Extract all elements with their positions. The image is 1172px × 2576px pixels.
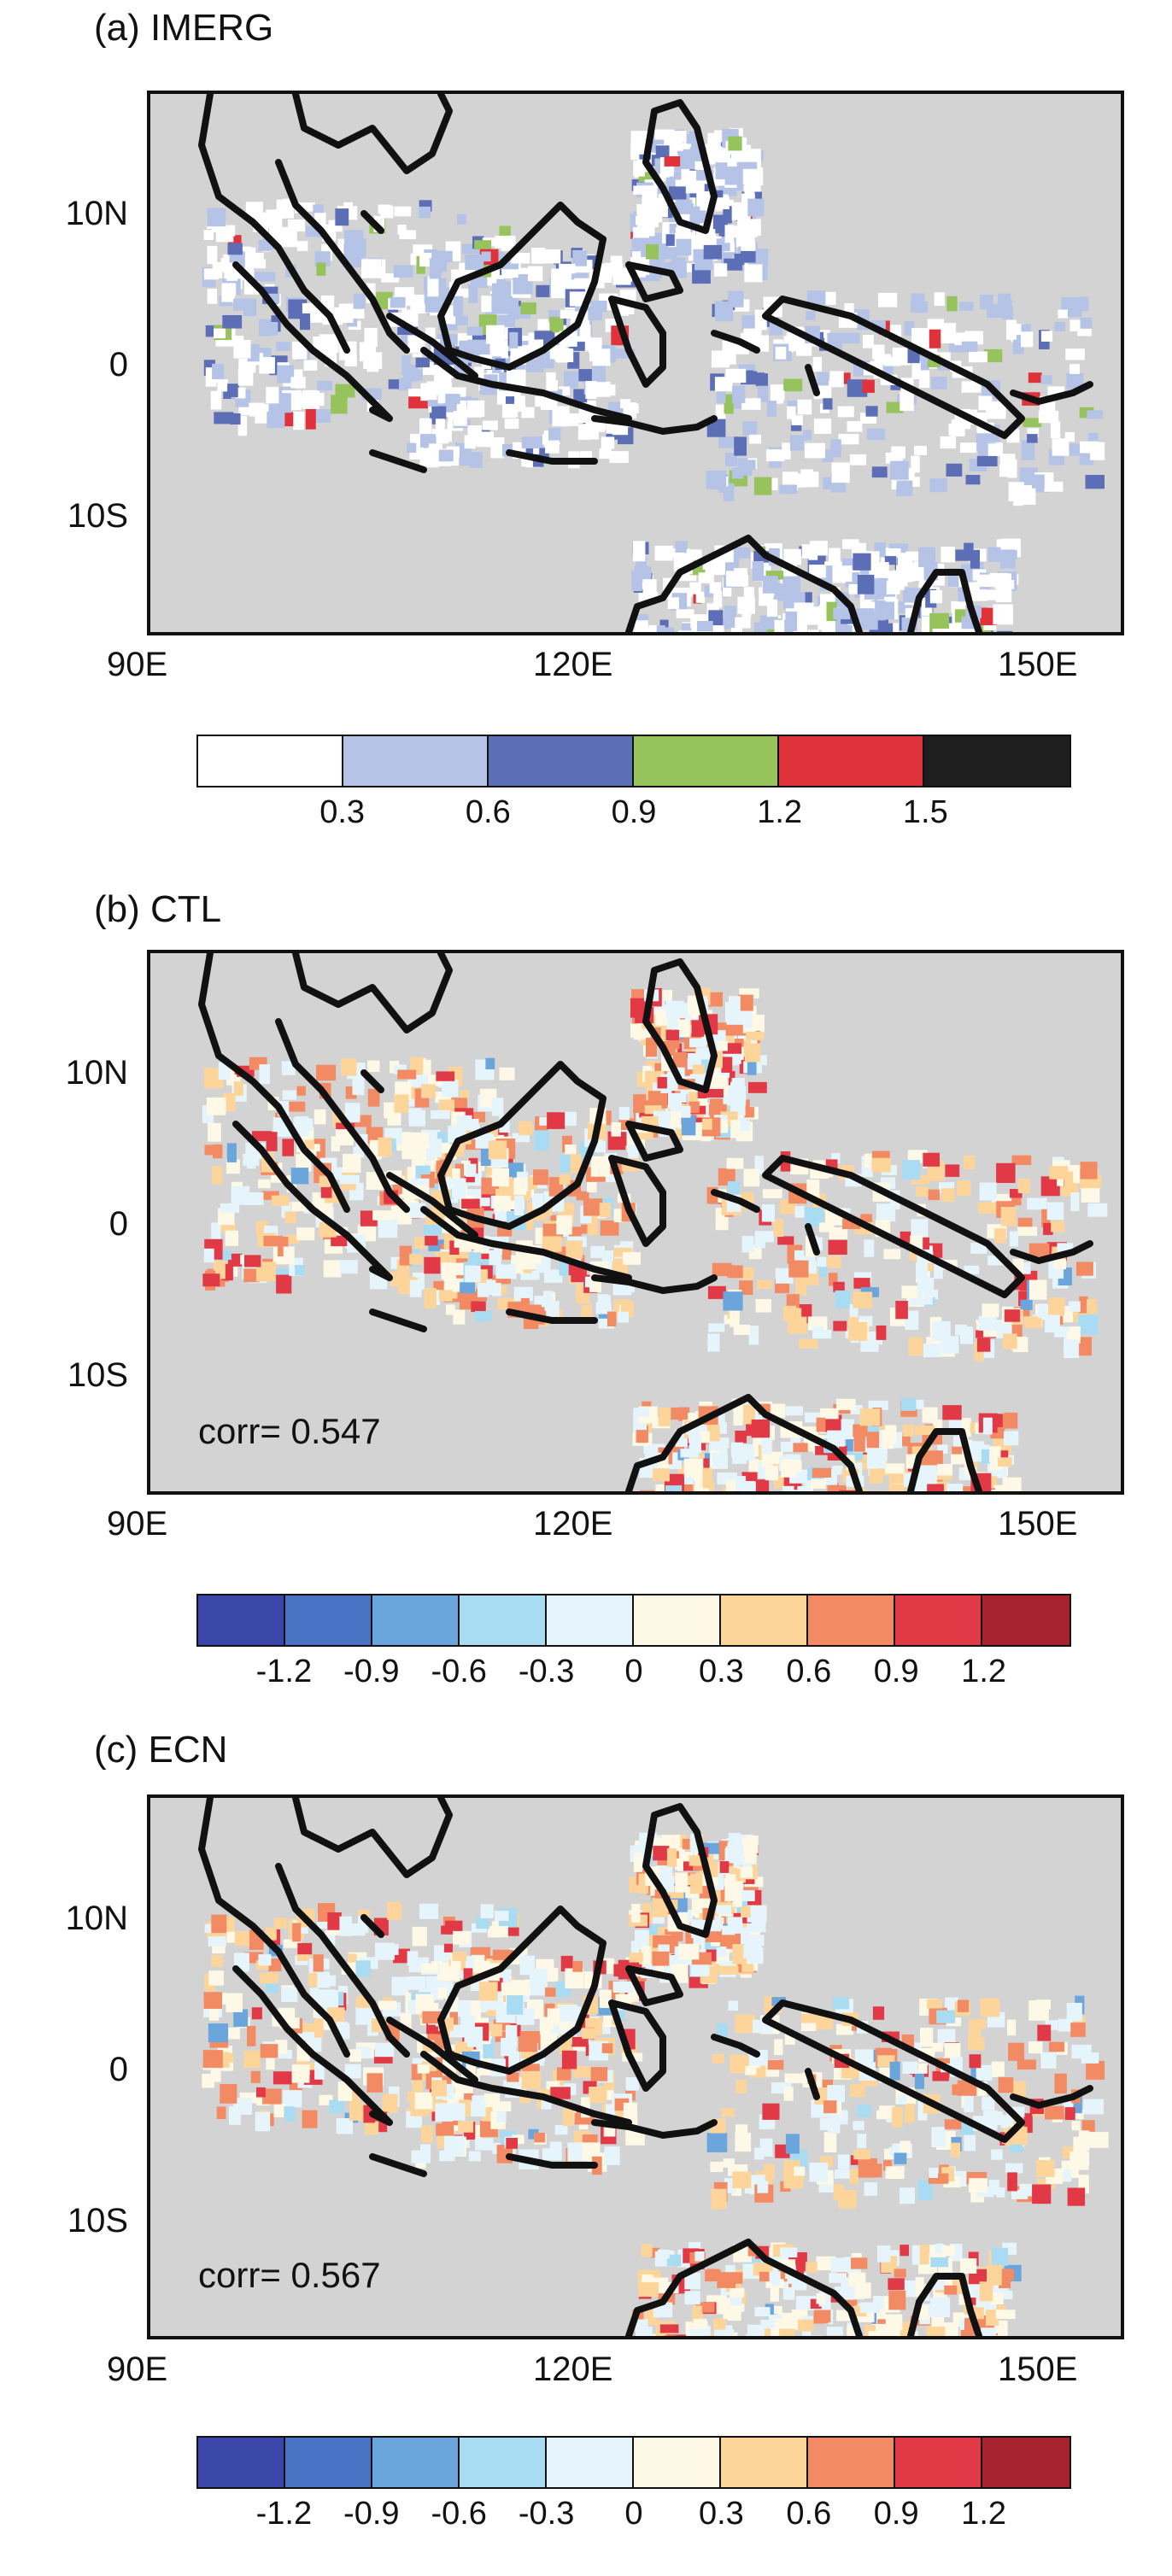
panel-title: (a) IMERG [94, 7, 274, 49]
panel-imerg: (a) IMERG 10N 0 10S 90E 120E 150E 0.3 0.6… [0, 0, 1172, 830]
colorbar-box [721, 1595, 808, 1645]
colorbar-box [808, 1595, 895, 1645]
colorbar-tick-label: 0.9 [873, 2496, 919, 2532]
colorbar-tick-label: 0.3 [319, 794, 366, 830]
lon-label-90e: 90E [107, 1505, 168, 1543]
colorbar-tick-label: 0.3 [698, 1654, 744, 1689]
corr-label: corr= 0.547 [198, 1411, 381, 1451]
colorbar-box [634, 2438, 721, 2487]
map-imerg [147, 91, 1124, 635]
lat-label-10n: 10N [65, 1900, 128, 1937]
colorbar-tick-label: 0.3 [698, 2496, 744, 2532]
colorbar-box [634, 1595, 721, 1645]
colorbar-tick-label: 0.6 [465, 794, 511, 830]
colorbar-box [982, 2438, 1069, 2487]
colorbar-tick-label: 1.5 [902, 794, 948, 830]
panel-title: (c) ECN [94, 1729, 228, 1771]
colorbar-box [808, 2438, 895, 2487]
colorbar-tick-label: 1.2 [961, 2496, 1007, 2532]
coastline [198, 94, 1093, 632]
lat-label-10s: 10S [67, 1356, 128, 1394]
lat-label-10n: 10N [65, 1054, 128, 1092]
colorbar-box [460, 2438, 547, 2487]
lon-label-120e: 120E [533, 646, 613, 683]
lon-label-150e: 150E [998, 646, 1078, 683]
colorbar-box [924, 736, 1069, 786]
colorbar-ctl [196, 1594, 1071, 1647]
lat-label-10s: 10S [67, 2202, 128, 2239]
corr-label: corr= 0.567 [198, 2255, 381, 2295]
panel-title: (b) CTL [94, 888, 222, 930]
colorbar-tick-label: 1.2 [757, 794, 803, 830]
lon-label-120e: 120E [533, 1505, 613, 1543]
colorbar-tick-label: -0.9 [343, 1654, 400, 1689]
colorbar-tick-label: -0.6 [431, 1654, 487, 1689]
colorbar-tick-label: 0.6 [786, 2496, 832, 2532]
lat-label-10s: 10S [67, 497, 128, 535]
map-ecn [147, 1794, 1124, 2339]
colorbar-tick-label: -0.3 [518, 1654, 575, 1689]
colorbar-tick-label: 0 [624, 2496, 643, 2532]
colorbar-box [895, 2438, 982, 2487]
colorbar-box [489, 736, 634, 786]
lon-label-120e: 120E [533, 2351, 613, 2388]
map-ctl [147, 950, 1124, 1495]
precip-field [202, 1832, 1109, 2336]
precip-field [202, 128, 1105, 632]
colorbar-tick-label: -0.9 [343, 2496, 400, 2532]
colorbar-box [285, 2438, 372, 2487]
coastline [198, 953, 1093, 1491]
colorbar-box [460, 1595, 547, 1645]
coastline [198, 1798, 1093, 2336]
lat-label-10n: 10N [65, 195, 128, 232]
colorbar-tick-label: 1.2 [961, 1654, 1007, 1689]
colorbar-box [721, 2438, 808, 2487]
lon-label-150e: 150E [998, 1505, 1078, 1543]
colorbar-box [895, 1595, 982, 1645]
colorbar-box [198, 736, 343, 786]
colorbar-tick-label: 0 [624, 1654, 643, 1689]
colorbar-box [343, 736, 489, 786]
lon-label-150e: 150E [998, 2351, 1078, 2388]
colorbar-box [285, 1595, 372, 1645]
colorbar-box [372, 1595, 460, 1645]
colorbar-ecn [196, 2436, 1071, 2489]
colorbar-box [198, 2438, 285, 2487]
lat-label-0: 0 [108, 2051, 128, 2088]
colorbar-box [634, 736, 779, 786]
colorbar-tick-label: 0.6 [786, 1654, 832, 1689]
lat-label-0: 0 [108, 346, 128, 383]
lon-label-90e: 90E [107, 2351, 168, 2388]
colorbar-box [547, 2438, 634, 2487]
colorbar-tick-label: -1.2 [255, 2496, 313, 2532]
colorbar-box [198, 1595, 285, 1645]
precip-field [202, 987, 1108, 1491]
colorbar-tick-label: -1.2 [255, 1654, 313, 1689]
colorbar-box [982, 1595, 1069, 1645]
colorbar-tick-label: 0.9 [611, 794, 657, 830]
colorbar-tick-label: -0.3 [518, 2496, 575, 2532]
colorbar-box [372, 2438, 460, 2487]
colorbar-tick-label: -0.6 [431, 2496, 487, 2532]
lon-label-90e: 90E [107, 646, 168, 683]
colorbar-box [547, 1595, 634, 1645]
colorbar-tick-label: 0.9 [873, 1654, 919, 1689]
colorbar-box [779, 736, 924, 786]
colorbar-imerg [196, 735, 1071, 787]
lat-label-0: 0 [108, 1205, 128, 1243]
